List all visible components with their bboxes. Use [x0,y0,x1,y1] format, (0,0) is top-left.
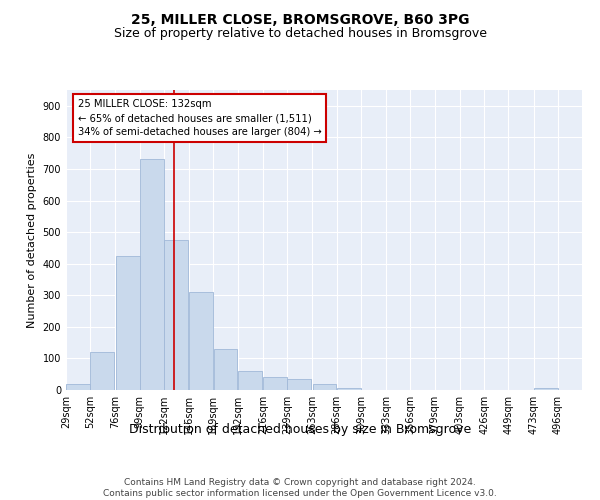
Text: Size of property relative to detached houses in Bromsgrove: Size of property relative to detached ho… [113,28,487,40]
Bar [91,352,114,390]
Bar [190,292,213,390]
Bar [238,371,262,390]
Y-axis label: Number of detached properties: Number of detached properties [27,152,37,328]
Bar [164,240,188,390]
Bar [337,388,361,390]
Text: 25 MILLER CLOSE: 132sqm
← 65% of detached houses are smaller (1,511)
34% of semi: 25 MILLER CLOSE: 132sqm ← 65% of detache… [77,100,322,138]
Bar [116,256,140,390]
Text: Distribution of detached houses by size in Bromsgrove: Distribution of detached houses by size … [129,422,471,436]
Bar [287,379,311,390]
Text: Contains HM Land Registry data © Crown copyright and database right 2024.
Contai: Contains HM Land Registry data © Crown c… [103,478,497,498]
Bar [313,384,337,390]
Bar [214,349,238,390]
Bar [140,160,164,390]
Bar [66,384,90,390]
Bar [263,378,287,390]
Bar [534,388,557,390]
Text: 25, MILLER CLOSE, BROMSGROVE, B60 3PG: 25, MILLER CLOSE, BROMSGROVE, B60 3PG [131,12,469,26]
